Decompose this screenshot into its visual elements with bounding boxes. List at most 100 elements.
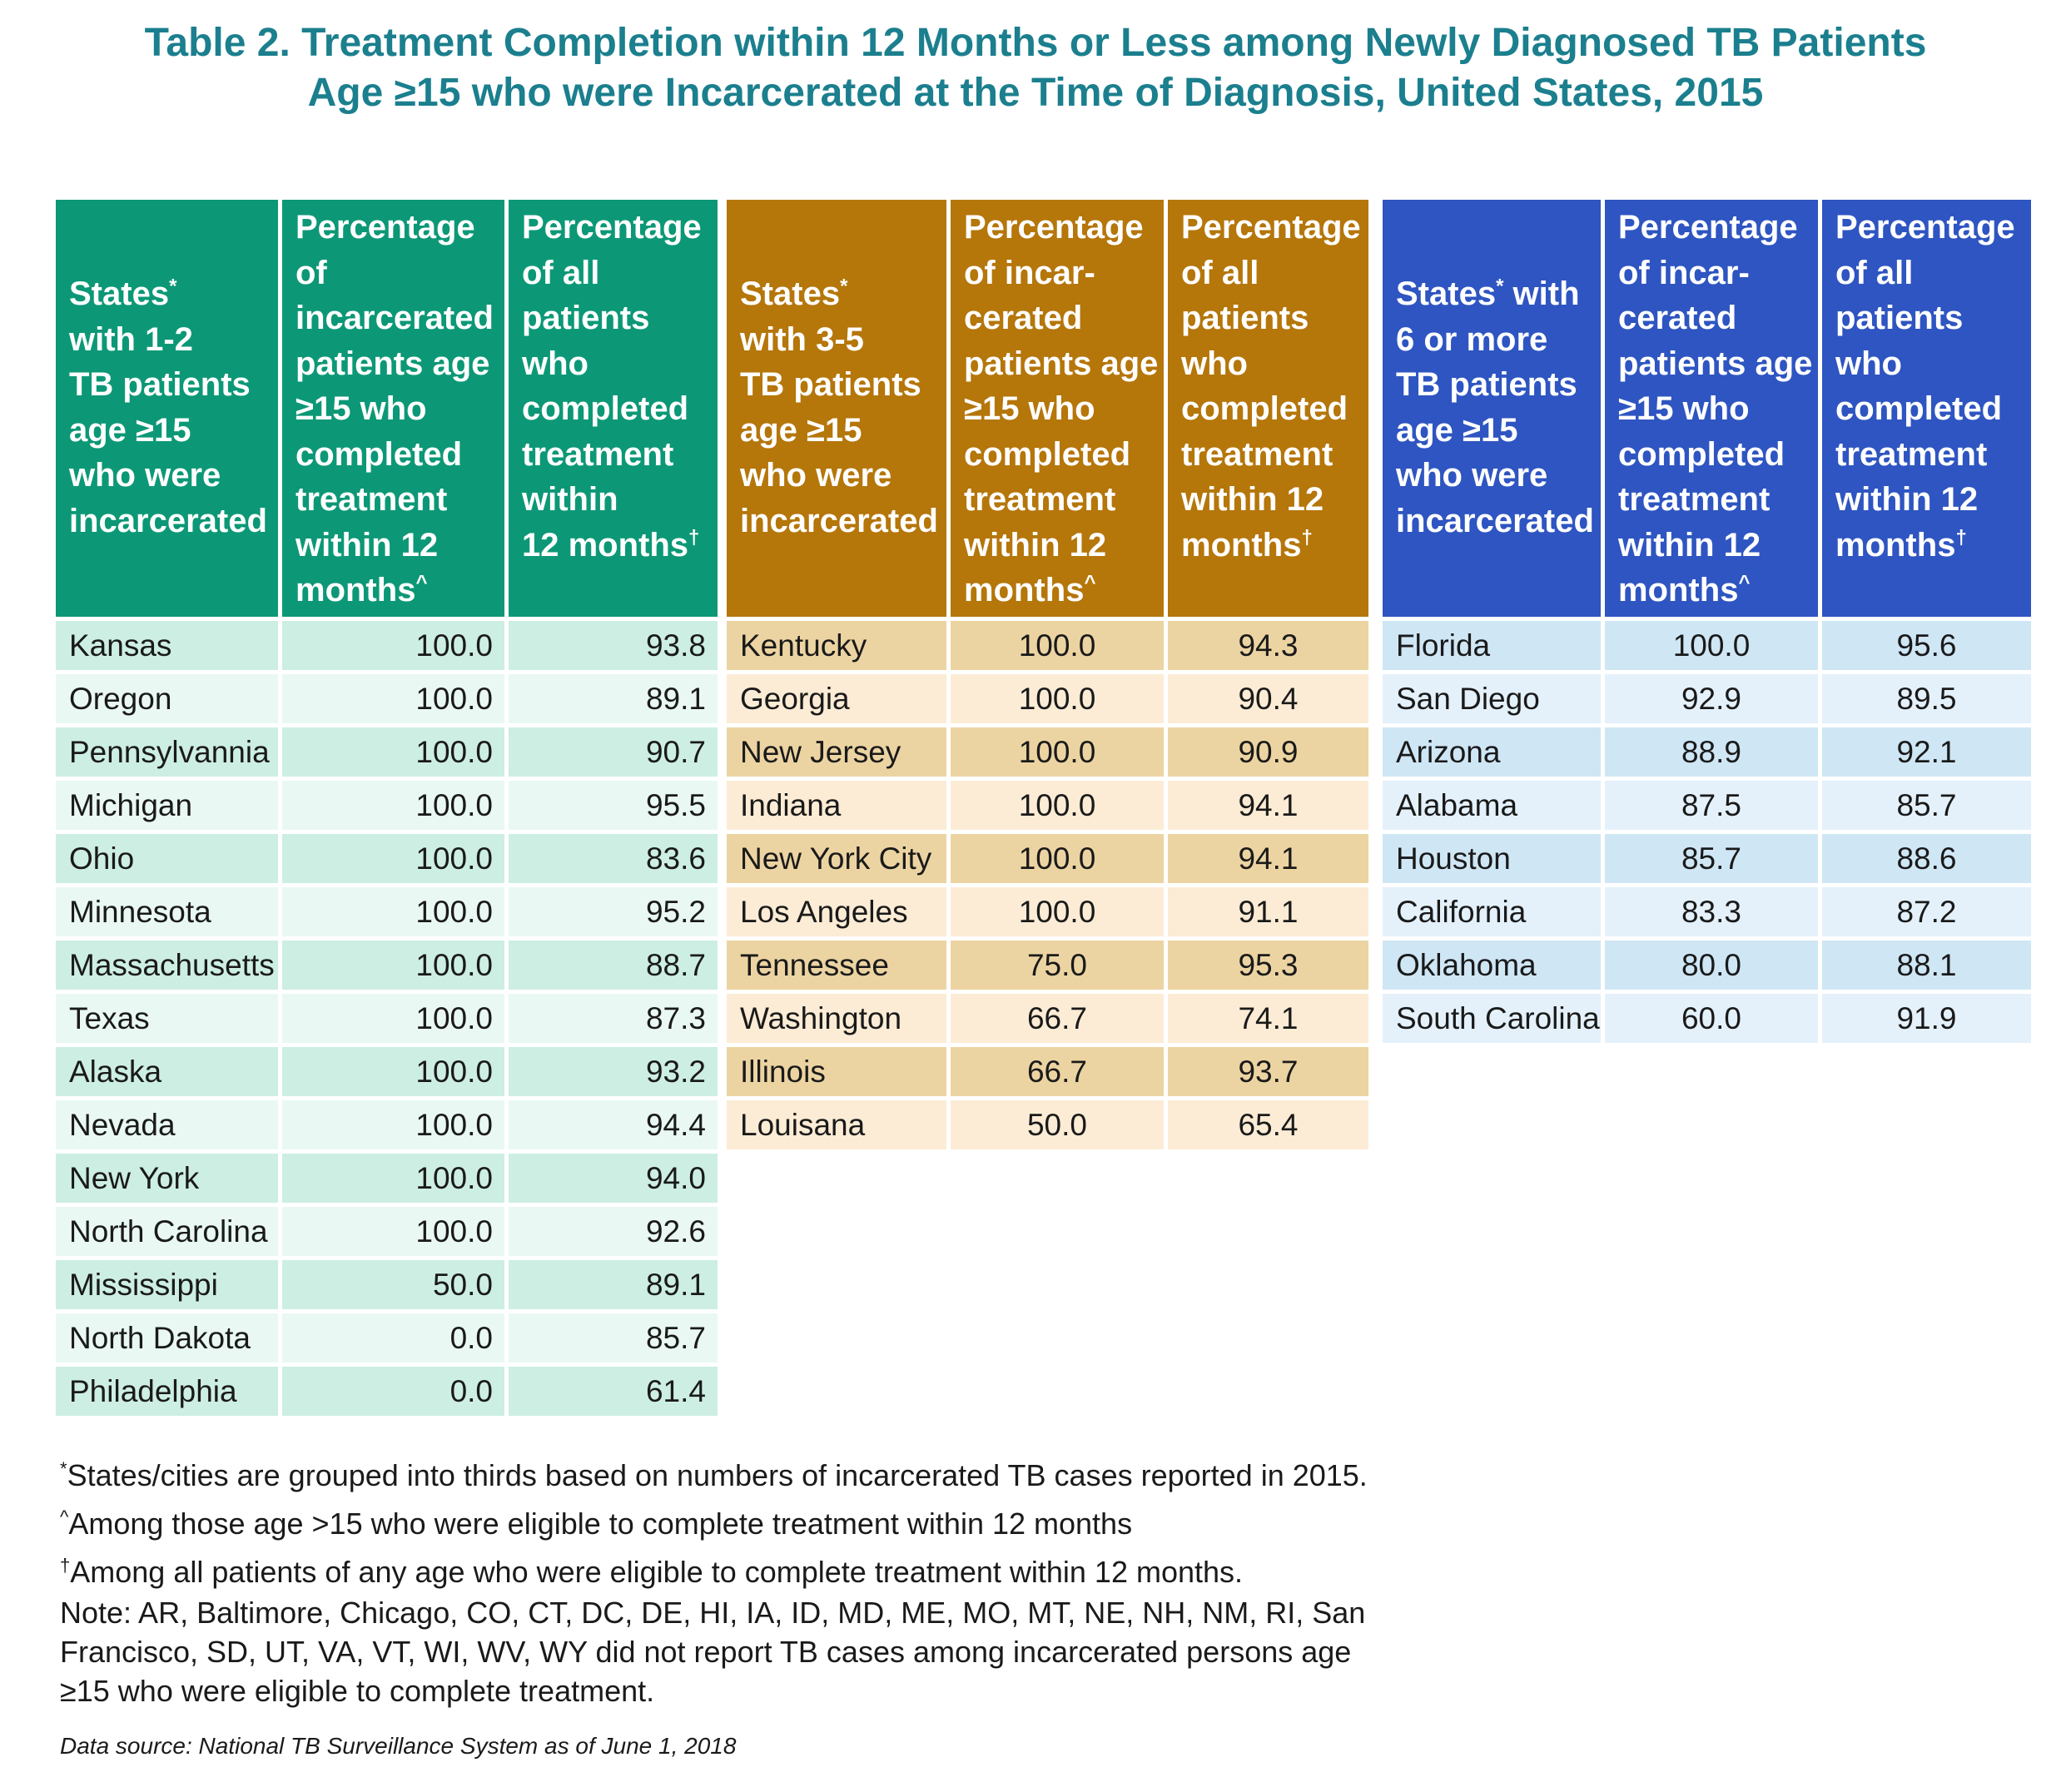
table-row: San Diego 92.9 89.5: [1383, 674, 2031, 723]
location-cell: Nevada: [56, 1100, 278, 1149]
all-patients-pct-cell: 94.1: [1168, 834, 1368, 883]
table-row: Alaska 100.0 93.2: [56, 1047, 718, 1096]
all-patients-pct-cell: 65.4: [1168, 1100, 1368, 1149]
all-patients-pct-cell: 91.9: [1822, 994, 2031, 1043]
location-cell: Alabama: [1383, 781, 1601, 830]
asterisk-mark: *: [60, 1458, 67, 1479]
all-patients-pct-cell: 95.2: [509, 887, 718, 936]
footnote-note: Note: AR, Baltimore, Chicago, CO, CT, DC…: [60, 1596, 1366, 1708]
location-cell: Indiana: [727, 781, 946, 830]
location-cell: Pennsylvannia: [56, 727, 278, 777]
all-patients-pct-cell: 61.4: [509, 1367, 718, 1416]
table-row: Alabama 87.5 85.7: [1383, 781, 2031, 830]
incarcerated-pct-cell: 100.0: [951, 834, 1164, 883]
location-cell: Oklahoma: [1383, 941, 1601, 990]
table-row: Philadelphia 0.0 61.4: [56, 1367, 718, 1416]
incarcerated-pct-cell: 75.0: [951, 941, 1164, 990]
all-patients-pct-cell: 94.3: [1168, 621, 1368, 670]
table-row: Oklahoma 80.0 88.1: [1383, 941, 2031, 990]
incarcerated-pct-cell: 100.0: [282, 1047, 504, 1096]
location-cell: Illinois: [727, 1047, 946, 1096]
location-cell: Ohio: [56, 834, 278, 883]
location-cell: Los Angeles: [727, 887, 946, 936]
all-patients-pct-cell: 92.1: [1822, 727, 2031, 777]
incarcerated-pct-cell: 50.0: [282, 1260, 504, 1309]
table-row: Kentucky 100.0 94.3: [727, 621, 1368, 670]
table-title: Table 2. Treatment Completion within 12 …: [0, 18, 2071, 118]
incarcerated-pct-cell: 100.0: [951, 674, 1164, 723]
group1-header-row: States* with 1-2 TB patients age ≥15 who…: [56, 200, 718, 617]
all-patients-pct-cell: 90.7: [509, 727, 718, 777]
caret-mark: ^: [60, 1507, 69, 1527]
location-cell: San Diego: [1383, 674, 1601, 723]
all-patients-pct-cell: 95.3: [1168, 941, 1368, 990]
table-row: Washington 66.7 74.1: [727, 994, 1368, 1043]
all-patients-pct-cell: 87.2: [1822, 887, 2031, 936]
table-row: Houston 85.7 88.6: [1383, 834, 2031, 883]
location-cell: Florida: [1383, 621, 1601, 670]
location-cell: Minnesota: [56, 887, 278, 936]
location-cell: South Carolina: [1383, 994, 1601, 1043]
incarcerated-pct-cell: 100.0: [282, 781, 504, 830]
incarcerated-pct-cell: 85.7: [1605, 834, 1818, 883]
table-row: New Jersey 100.0 90.9: [727, 727, 1368, 777]
group2-column-header-3: Percentage of all patients who completed…: [1168, 200, 1368, 617]
table-row: Mississippi 50.0 89.1: [56, 1260, 718, 1309]
all-patients-pct-cell: 88.7: [509, 941, 718, 990]
incarcerated-pct-cell: 100.0: [282, 727, 504, 777]
group1-column-header-3: Percentage of all patients who completed…: [509, 200, 718, 617]
all-patients-pct-cell: 87.3: [509, 994, 718, 1043]
location-cell: Kentucky: [727, 621, 946, 670]
incarcerated-pct-cell: 100.0: [951, 621, 1164, 670]
incarcerated-pct-cell: 80.0: [1605, 941, 1818, 990]
incarcerated-pct-cell: 100.0: [1605, 621, 1818, 670]
title-line-1: Table 2. Treatment Completion within 12 …: [144, 21, 1927, 65]
table-row: New York 100.0 94.0: [56, 1154, 718, 1203]
table-row: Pennsylvannia 100.0 90.7: [56, 727, 718, 777]
group2-column-header-1: States* with 3-5 TB patients age ≥15 who…: [727, 200, 946, 617]
location-cell: Georgia: [727, 674, 946, 723]
all-patients-pct-cell: 92.6: [509, 1207, 718, 1256]
incarcerated-pct-cell: 0.0: [282, 1367, 504, 1416]
group3-column-header-2: Percentage of incar- cerated patients ag…: [1605, 200, 1818, 617]
group1-table: States* with 1-2 TB patients age ≥15 who…: [56, 200, 718, 1416]
group3-column-header-1: States* with 6 or more TB patients age ≥…: [1383, 200, 1601, 617]
all-patients-pct-cell: 85.7: [1822, 781, 2031, 830]
table-row: Michigan 100.0 95.5: [56, 781, 718, 830]
dagger-text: Among all patients of any age who were e…: [70, 1555, 1244, 1589]
incarcerated-pct-cell: 88.9: [1605, 727, 1818, 777]
location-cell: Alaska: [56, 1047, 278, 1096]
group3-table: States* with 6 or more TB patients age ≥…: [1383, 200, 2031, 1043]
table-row: Arizona 88.9 92.1: [1383, 727, 2031, 777]
table-row: Indiana 100.0 94.1: [727, 781, 1368, 830]
table-row: New York City 100.0 94.1: [727, 834, 1368, 883]
table-row: North Carolina 100.0 92.6: [56, 1207, 718, 1256]
incarcerated-pct-cell: 100.0: [951, 781, 1164, 830]
location-cell: Houston: [1383, 834, 1601, 883]
group2-column-header-2: Percentage of incar- cerated patients ag…: [951, 200, 1164, 617]
all-patients-pct-cell: 89.1: [509, 674, 718, 723]
all-patients-pct-cell: 88.6: [1822, 834, 2031, 883]
location-cell: Michigan: [56, 781, 278, 830]
incarcerated-pct-cell: 100.0: [282, 941, 504, 990]
all-patients-pct-cell: 89.1: [509, 1260, 718, 1309]
group3-column-header-3: Percentage of all patients who completed…: [1822, 200, 2031, 617]
dagger-mark: †: [60, 1555, 71, 1576]
all-patients-pct-cell: 91.1: [1168, 887, 1368, 936]
incarcerated-pct-cell: 100.0: [951, 727, 1164, 777]
asterisk-text: States/cities are grouped into thirds ba…: [67, 1458, 1368, 1492]
incarcerated-pct-cell: 66.7: [951, 1047, 1164, 1096]
table-row: Nevada 100.0 94.4: [56, 1100, 718, 1149]
table-row: Georgia 100.0 90.4: [727, 674, 1368, 723]
group1-column-header-2: Percentage of incarcerated patients age …: [282, 200, 504, 617]
all-patients-pct-cell: 90.4: [1168, 674, 1368, 723]
table-row: North Dakota 0.0 85.7: [56, 1313, 718, 1363]
group1-column-header-1: States* with 1-2 TB patients age ≥15 who…: [56, 200, 278, 617]
table-row: Los Angeles 100.0 91.1: [727, 887, 1368, 936]
incarcerated-pct-cell: 87.5: [1605, 781, 1818, 830]
table-row: Kansas 100.0 93.8: [56, 621, 718, 670]
location-cell: Tennessee: [727, 941, 946, 990]
incarcerated-pct-cell: 100.0: [282, 887, 504, 936]
location-cell: Arizona: [1383, 727, 1601, 777]
incarcerated-pct-cell: 100.0: [282, 674, 504, 723]
